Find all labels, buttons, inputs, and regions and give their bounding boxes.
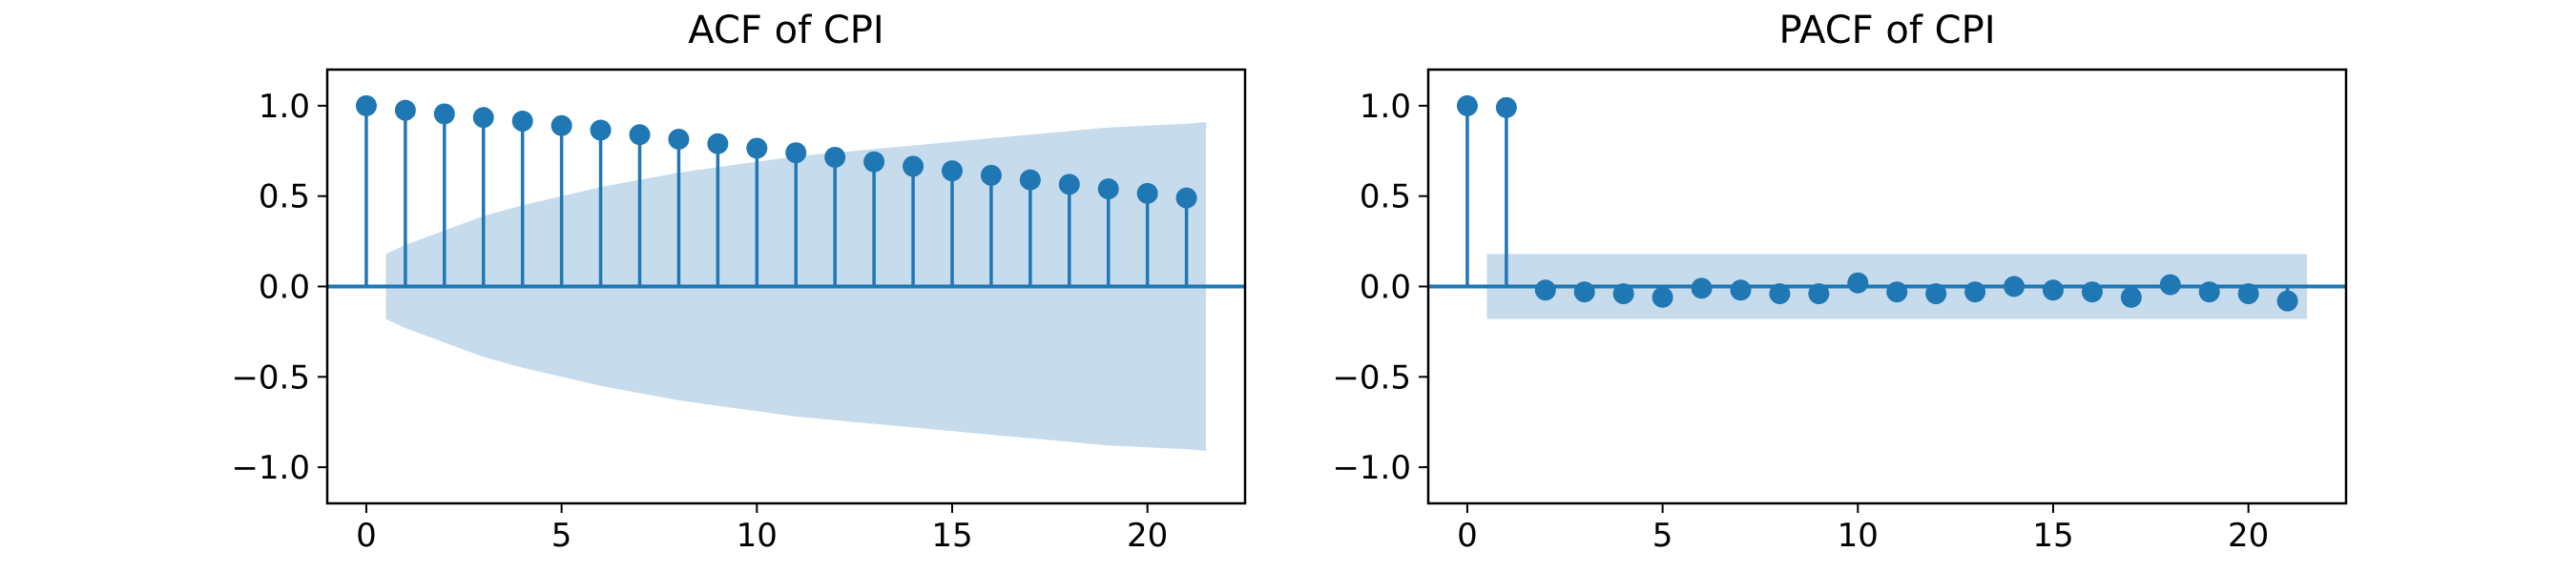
acf-marker-3: [472, 107, 494, 129]
pacf-marker-6: [1691, 277, 1713, 299]
acf-marker-14: [903, 155, 924, 177]
acf-ytick-label-1.0: 1.0: [259, 88, 310, 126]
pacf-ytick-label-0.0: 0.0: [1360, 269, 1411, 307]
pacf-marker-2: [1534, 279, 1556, 301]
pacf-xtick-label-0: 0: [1457, 517, 1478, 555]
pacf-xtick-label-10: 10: [1838, 517, 1879, 555]
acf-marker-13: [863, 151, 885, 173]
pacf-marker-18: [2159, 274, 2181, 296]
pacf-xtick-label-20: 20: [2228, 517, 2269, 555]
acf-title: ACF of CPI: [688, 9, 883, 52]
pacf-marker-9: [1808, 283, 1830, 305]
acf-ytick-label-0.0: 0.0: [259, 269, 310, 307]
pacf-marker-20: [2237, 283, 2259, 305]
pacf-ytick-label-−0.5: −0.5: [1332, 358, 1411, 397]
acf-marker-5: [551, 114, 572, 136]
pacf-marker-1: [1495, 96, 1517, 118]
acf-marker-6: [590, 119, 612, 141]
acf-marker-18: [1058, 174, 1080, 195]
pacf-xtick-label-15: 15: [2032, 517, 2073, 555]
pacf-marker-21: [2276, 290, 2298, 312]
acf-ytick-label-−1.0: −1.0: [231, 449, 310, 487]
pacf-marker-16: [2081, 281, 2103, 303]
acf-axes-frame: [325, 68, 1247, 505]
acf-marker-7: [629, 124, 651, 146]
pacf-marker-19: [2198, 281, 2220, 303]
pacf-marker-5: [1652, 286, 1673, 308]
acf-marker-17: [1019, 169, 1041, 191]
acf-xtick-label-20: 20: [1127, 517, 1168, 555]
pacf-marker-15: [2042, 279, 2064, 301]
pacf-ticks-group: 0 5 10 15 20 1.0 0.5 0.0 −0.5 −1.0: [1332, 88, 2269, 555]
pacf-marker-11: [1886, 281, 1908, 303]
pacf-ytick-label-1.0: 1.0: [1360, 88, 1411, 126]
pacf-marker-12: [1925, 283, 1947, 305]
pacf-marker-13: [1964, 281, 1986, 303]
acf-xtick-label-15: 15: [931, 517, 972, 555]
pacf-marker-4: [1612, 283, 1634, 305]
acf-marker-21: [1175, 187, 1197, 209]
acf-xtick-label-0: 0: [356, 517, 377, 555]
pacf-ytick-label-−1.0: −1.0: [1332, 449, 1411, 487]
acf-marker-1: [394, 99, 416, 121]
pacf-marker-7: [1730, 279, 1752, 301]
pacf-marker-17: [2120, 286, 2142, 308]
acf-stems-group: [327, 94, 1245, 289]
acf-marker-15: [941, 160, 963, 182]
acf-marker-8: [668, 128, 690, 150]
acf-ytick-label-−0.5: −0.5: [231, 358, 310, 397]
acf-panel: ACF of CPI 0 5 10 15 20 1.0 0.5 0.0 −0.5 −1.0: [231, 9, 1247, 555]
acf-marker-19: [1097, 178, 1119, 200]
acf-xtick-label-10: 10: [737, 517, 778, 555]
acf-ticks-group: 0 5 10 15 20 1.0 0.5 0.0 −0.5 −1.0: [231, 88, 1168, 555]
pacf-marker-8: [1769, 283, 1791, 305]
pacf-marker-14: [2004, 276, 2025, 297]
acf-marker-12: [824, 146, 846, 168]
pacf-ytick-label-0.5: 0.5: [1360, 178, 1411, 216]
acf-marker-4: [511, 111, 533, 133]
pacf-axes-frame: [1426, 68, 2348, 505]
pacf-marker-3: [1573, 281, 1595, 303]
acf-marker-16: [980, 164, 1002, 186]
pacf-marker-0: [1456, 94, 1478, 116]
acf-marker-0: [355, 94, 377, 116]
pacf-xtick-label-5: 5: [1652, 517, 1673, 555]
pacf-marker-10: [1847, 272, 1869, 294]
pacf-title: PACF of CPI: [1779, 9, 1996, 52]
acf-marker-20: [1136, 182, 1158, 204]
acf-marker-9: [707, 133, 729, 154]
acf-xtick-label-5: 5: [551, 517, 572, 555]
pacf-panel: PACF of CPI 0 5 10 15 20 1.0 0.5 0.0 −0.5 −1.0: [1332, 9, 2348, 555]
acf-marker-11: [785, 142, 807, 164]
acf-marker-2: [433, 103, 455, 125]
acf-ytick-label-0.5: 0.5: [259, 178, 310, 216]
pacf-stems-group: [1428, 94, 2346, 312]
acf-marker-10: [746, 137, 768, 159]
